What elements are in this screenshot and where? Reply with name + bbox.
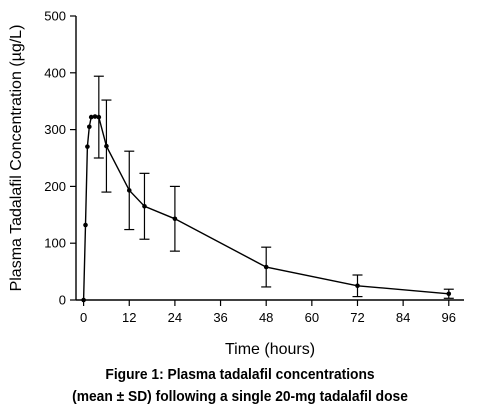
x-tick-label: 24 xyxy=(168,310,182,325)
figure-caption-line-1: Figure 1: Plasma tadalafil concentration… xyxy=(105,366,375,383)
x-axis-title: Time (hours) xyxy=(225,341,315,358)
x-tick-label: 48 xyxy=(259,310,273,325)
series xyxy=(82,115,449,301)
y-axis-title: Plasma Tadalafil Concentration (µg/L) xyxy=(8,25,25,292)
x-tick-label: 12 xyxy=(122,310,136,325)
y-tick-label: 100 xyxy=(44,236,66,251)
data-point xyxy=(142,203,147,209)
data-point xyxy=(83,222,88,228)
data-point xyxy=(81,297,86,303)
pk-line-chart: 0 100 200 300 400 500 0 12 24 36 48 60 72 84 96 Time (… xyxy=(8,9,464,358)
data-points xyxy=(81,114,452,303)
y-tick-label: 200 xyxy=(44,179,66,194)
series-line xyxy=(82,115,449,301)
y-tick-label: 300 xyxy=(44,122,66,137)
data-point xyxy=(88,114,94,120)
y-tick-label: 400 xyxy=(44,65,66,80)
axes: 0 100 200 300 400 500 0 12 24 36 48 60 72 84 96 xyxy=(44,9,464,325)
x-tick-label: 60 xyxy=(305,310,319,325)
data-point xyxy=(263,264,269,270)
data-point xyxy=(446,291,452,297)
x-tick-label: 72 xyxy=(350,310,364,325)
figure-caption-line-2: (mean ± SD) following a single 20-mg tad… xyxy=(72,388,408,405)
data-point xyxy=(96,114,102,120)
y-tick-label: 500 xyxy=(44,9,66,24)
data-point xyxy=(172,216,178,222)
data-point xyxy=(87,124,92,130)
y-tick-label: 0 xyxy=(59,293,66,308)
x-tick-label: 36 xyxy=(213,310,227,325)
data-point xyxy=(85,144,90,149)
x-tick-label: 96 xyxy=(442,310,456,325)
data-point xyxy=(92,114,98,119)
x-tick-label: 0 xyxy=(80,310,87,325)
x-tick-label: 84 xyxy=(396,310,410,325)
data-point xyxy=(355,283,360,289)
data-point xyxy=(126,188,132,193)
error-bars xyxy=(93,75,454,299)
data-point xyxy=(104,143,109,149)
